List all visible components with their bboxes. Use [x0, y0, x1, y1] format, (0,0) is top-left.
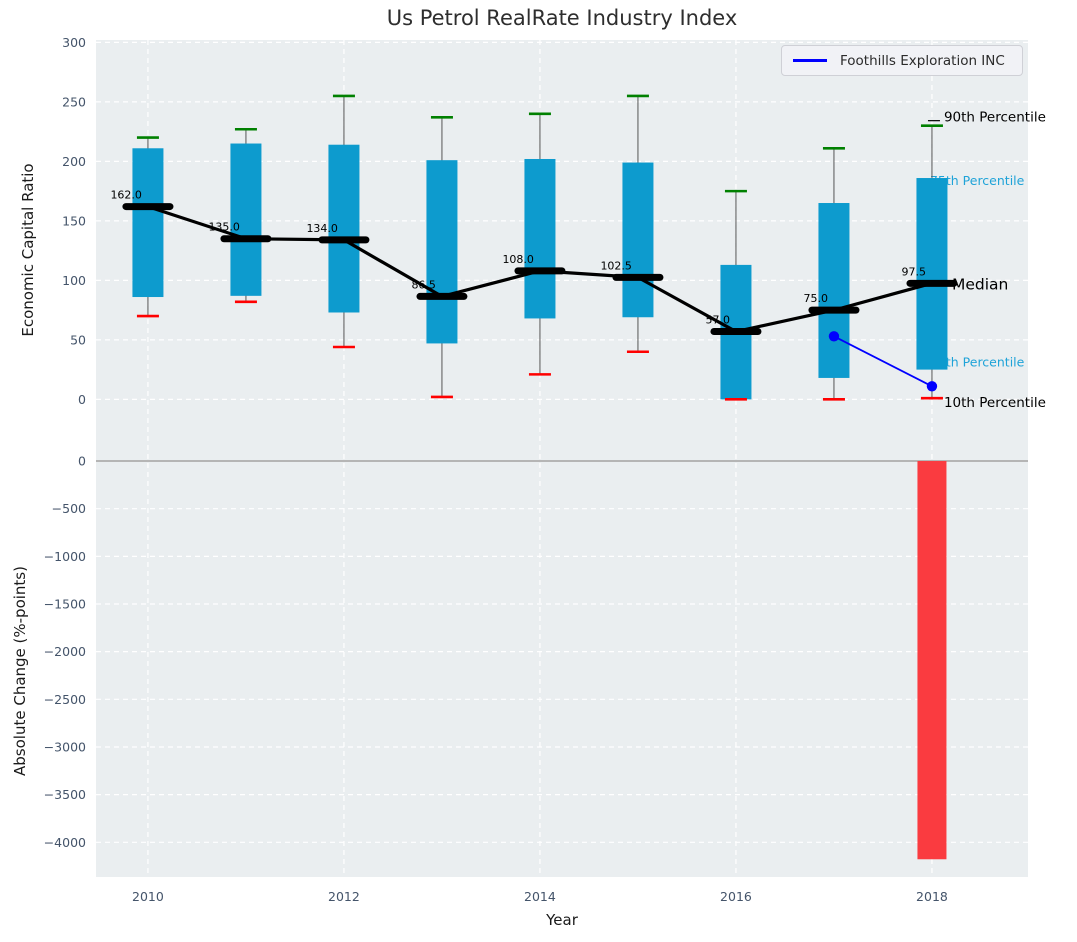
percentile-annotation: Median	[952, 275, 1008, 293]
bottom-y-tick-label: −1000	[44, 549, 86, 564]
top-y-tick-label: 150	[62, 213, 86, 228]
percentile-box	[622, 162, 654, 318]
bottom-y-tick-label: −1500	[44, 596, 86, 611]
median-value-label: 134.0	[306, 222, 338, 235]
chart-title: Us Petrol RealRate Industry Index	[386, 6, 738, 30]
median-value-label: 135.0	[208, 221, 240, 234]
percentile-box	[426, 160, 458, 344]
legend: Foothills Exploration INC	[781, 45, 1023, 76]
bottom-y-tick-label: −2500	[44, 692, 86, 707]
absolute-change-bar	[917, 461, 947, 860]
percentile-annotation: 25th Percentile	[930, 355, 1025, 370]
x-tick-label: 2016	[720, 889, 752, 904]
company-line	[833, 335, 933, 388]
median-value-label: 108.0	[502, 253, 534, 266]
x-tick-label: 2014	[524, 889, 556, 904]
top-y-tick-label: 250	[62, 94, 86, 109]
median-value-label: 75.0	[803, 292, 828, 305]
percentile-annotation: 75th Percentile	[930, 173, 1025, 188]
top-y-tick-label: 300	[62, 35, 86, 50]
percentile-annotation: 90th Percentile	[944, 110, 1046, 126]
company-marker	[828, 331, 840, 342]
median-value-label: 102.5	[600, 259, 632, 272]
bottom-y-tick-label: −2000	[44, 644, 86, 659]
x-tick-label: 2018	[916, 889, 948, 904]
x-tick-label: 2012	[328, 889, 360, 904]
median-value-label: 97.5	[901, 265, 926, 278]
percentile-box	[916, 178, 948, 370]
median-value-label: 162.0	[110, 189, 142, 202]
percentile-box	[524, 158, 556, 319]
bottom-y-tick-label: −4000	[44, 835, 86, 850]
bottom-y-tick-label: 0	[78, 454, 86, 469]
x-tick-label: 2010	[132, 889, 164, 904]
top-y-tick-label: 200	[62, 154, 86, 169]
percentile-box	[818, 203, 850, 378]
bottom-y-tick-label: −500	[52, 501, 86, 516]
bottom-y-tick-label: −3000	[44, 739, 86, 754]
legend-label: Foothills Exploration INC	[840, 52, 1005, 69]
x-axis-label: Year	[546, 911, 578, 929]
legend-line-sample	[793, 59, 827, 62]
median-value-label: 86.5	[411, 278, 436, 291]
top-y-tick-label: 50	[70, 332, 86, 347]
bottom-y-tick-label: −3500	[44, 787, 86, 802]
percentile-annotation: 10th Percentile	[944, 395, 1046, 411]
top-y-tick-label: 0	[78, 392, 86, 407]
median-value-label: 57.0	[705, 314, 730, 327]
company-marker	[926, 381, 938, 392]
percentile-box	[328, 144, 360, 313]
percentile-box	[132, 148, 164, 298]
percentile-box	[230, 143, 262, 296]
top-y-tick-label: 100	[62, 273, 86, 288]
